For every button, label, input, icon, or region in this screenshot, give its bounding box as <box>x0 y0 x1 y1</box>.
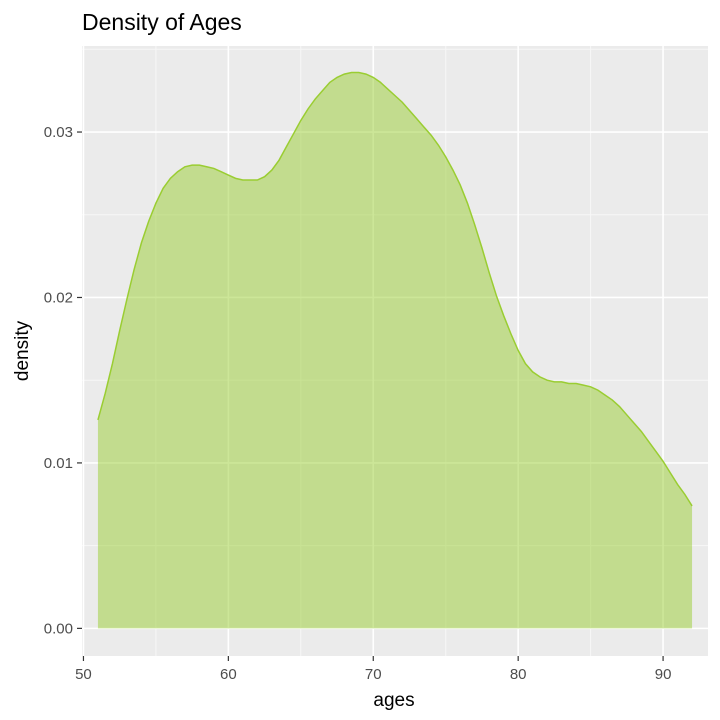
density-line <box>97 71 693 507</box>
y-tick-label: 0.00 <box>44 620 73 637</box>
y-tick-label: 0.02 <box>44 289 73 306</box>
x-tick-label: 60 <box>220 666 237 683</box>
y-tick-label: 0.01 <box>44 455 73 472</box>
chart-title: Density of Ages <box>82 9 242 35</box>
y-axis-title: density <box>12 320 33 381</box>
x-axis-title: ages <box>373 690 414 711</box>
y-tick-label: 0.03 <box>44 124 73 141</box>
x-tick-label: 90 <box>655 666 672 683</box>
x-tick-label: 50 <box>75 666 92 683</box>
x-axis: 50 60 70 80 90 <box>75 656 671 683</box>
x-tick-label: 70 <box>365 666 382 683</box>
y-axis: 0.00 0.01 0.02 0.03 <box>44 124 82 637</box>
density-layer <box>97 71 693 629</box>
x-tick-label: 80 <box>510 666 527 683</box>
density-area <box>97 72 693 629</box>
